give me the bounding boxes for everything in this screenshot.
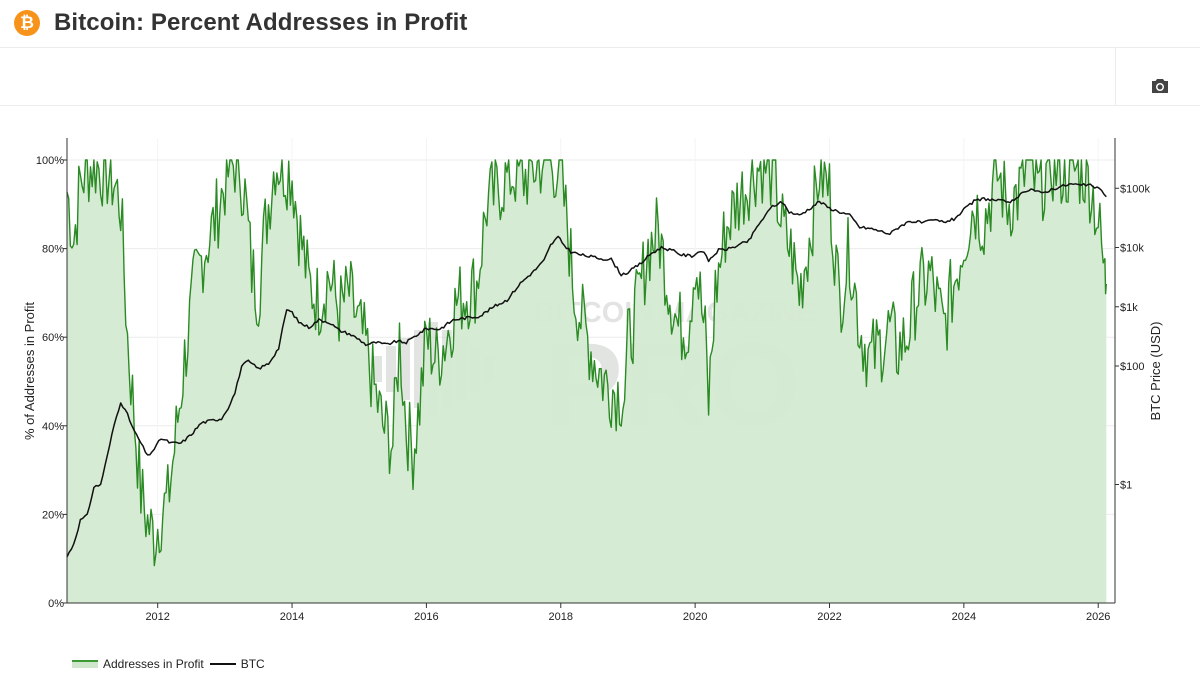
x-tick-label: 2024 — [952, 611, 976, 623]
y-axis-title: % of Addresses in Profit — [22, 302, 37, 440]
camera-icon[interactable] — [1148, 74, 1172, 98]
toolbar-divider — [1115, 48, 1116, 105]
legend-item-profit[interactable]: Addresses in Profit — [72, 657, 204, 671]
btc-series-line — [66, 182, 1107, 558]
x-axis-labels: 2012 2014 2016 2018 2020 2022 2024 2026 — [145, 603, 1110, 623]
y2-tick-label: $100k — [1120, 183, 1150, 195]
y-tick-label: 60% — [42, 332, 64, 344]
x-tick-label: 2026 — [1086, 611, 1110, 623]
y-tick-label: 20% — [42, 509, 64, 521]
x-tick-label: 2018 — [549, 611, 573, 623]
chart-legend: Addresses in Profit BTC — [72, 654, 271, 674]
watermark-bars-icon — [372, 322, 494, 416]
y2-tick-label: $10k — [1120, 243, 1144, 255]
y-axis-right-labels: $1 $100 $1k $10k $100k — [1115, 183, 1150, 492]
watermark-line1: BITCOIN MAGAZINE — [534, 297, 816, 329]
gridlines — [67, 138, 1115, 604]
x-tick-label: 2022 — [817, 611, 841, 623]
legend-label-profit: Addresses in Profit — [103, 657, 204, 671]
watermark-line2: PRO — [544, 319, 800, 451]
y2-tick-label: $1 — [1120, 480, 1132, 492]
profit-area-fill — [67, 160, 1107, 603]
bitcoin-logo-icon: ₿ — [14, 10, 40, 36]
x-tick-label: 2012 — [145, 611, 169, 623]
y2-tick-label: $100 — [1120, 361, 1144, 373]
y-tick-label: 100% — [36, 155, 64, 167]
x-tick-label: 2016 — [414, 611, 438, 623]
axes — [66, 138, 1116, 604]
app-header: ₿ Bitcoin: Percent Addresses in Profit — [0, 0, 1200, 48]
y2-axis-title: BTC Price (USD) — [1148, 322, 1163, 421]
legend-label-btc: BTC — [240, 657, 265, 671]
legend-swatch-btc — [209, 663, 236, 665]
y-tick-label: 0% — [48, 598, 64, 610]
legend-item-btc[interactable]: BTC — [209, 657, 265, 671]
y-axis-left-labels: 0% 20% 40% 60% 80% 100% — [36, 155, 67, 610]
y-tick-label: 80% — [42, 244, 64, 256]
x-tick-label: 2014 — [280, 611, 304, 623]
camera-icon-glyph — [1152, 79, 1168, 93]
legend-swatch-profit — [72, 660, 98, 668]
y2-tick-label: $1k — [1120, 302, 1138, 314]
page-title: Bitcoin: Percent Addresses in Profit — [54, 9, 468, 36]
y-tick-label: 40% — [42, 421, 64, 433]
x-tick-label: 2020 — [683, 611, 707, 623]
chart-toolbar — [0, 48, 1200, 106]
watermark: BITCOIN MAGAZINE PRO — [372, 297, 816, 451]
profit-series-line — [66, 159, 1107, 567]
